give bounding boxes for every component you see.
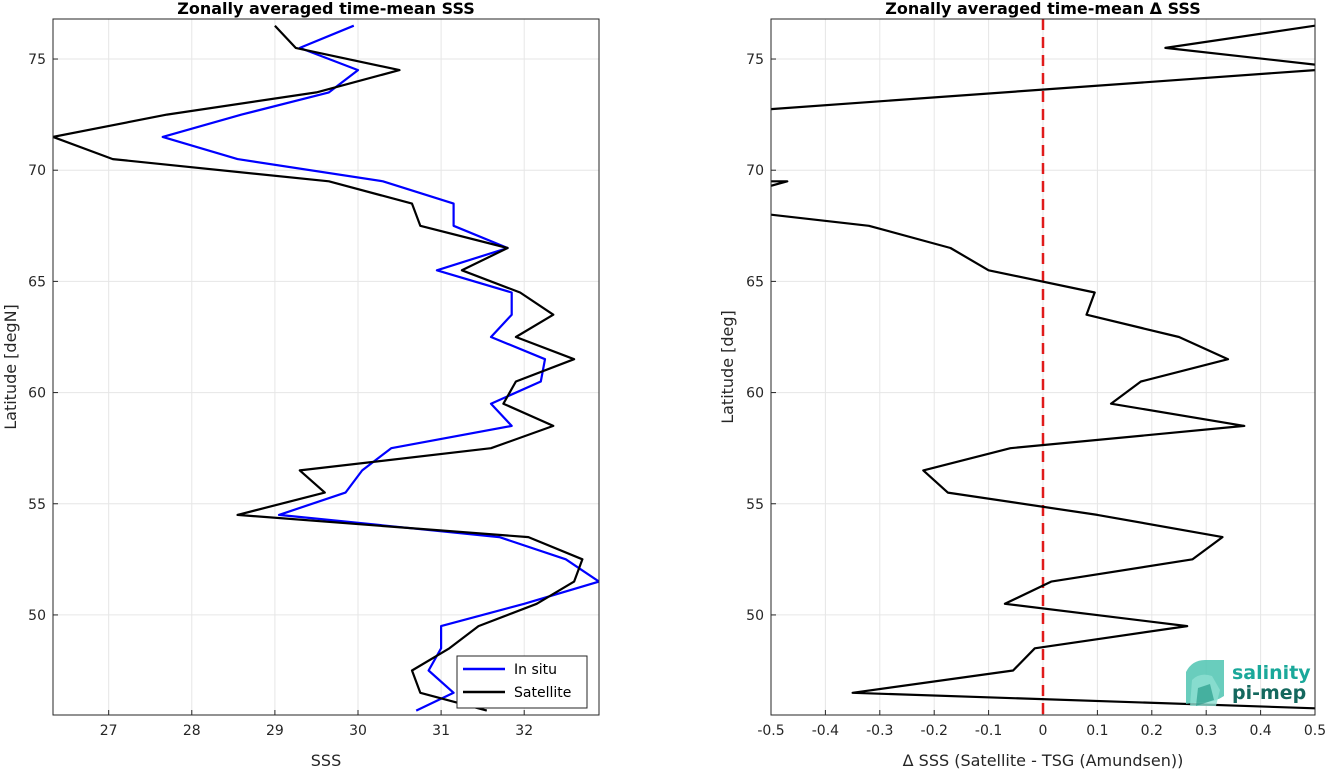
y-tick-label: 60 xyxy=(28,386,46,402)
chart-sss: Zonally averaged time-mean SSS SSS Latit… xyxy=(1,0,600,769)
x-tick-label: 32 xyxy=(515,723,533,739)
x-tick-label: 30 xyxy=(349,723,367,739)
salinity-pi-mep-logo: salinity pi-mep xyxy=(1186,660,1311,706)
y-tick-label: 60 xyxy=(746,386,764,402)
y-tick-label: 70 xyxy=(746,163,764,179)
delta-sss-line-0 xyxy=(771,213,1315,710)
grid xyxy=(53,19,599,715)
series-line-satellite xyxy=(53,24,584,712)
x-tick-label: 0.5 xyxy=(1304,723,1326,739)
y-tick-label: 65 xyxy=(746,274,764,290)
x-tick-label: 29 xyxy=(266,723,284,739)
y-tick-label: 75 xyxy=(746,52,764,68)
y-tick-label: 75 xyxy=(28,52,46,68)
x-tick-label: 0.4 xyxy=(1249,723,1271,739)
x-tick-label: 31 xyxy=(432,723,450,739)
x-tick-label: 0.3 xyxy=(1195,723,1217,739)
x-tick-label: -0.1 xyxy=(975,723,1002,739)
plot-area xyxy=(53,19,599,715)
axes-frame xyxy=(52,18,600,716)
x-tick-label: 0 xyxy=(1039,723,1048,739)
chart-delta-sss: Zonally averaged time-mean Δ SSS Δ SSS (… xyxy=(718,0,1326,769)
chart-title: Zonally averaged time-mean Δ SSS xyxy=(885,0,1201,18)
legend-box xyxy=(456,655,588,709)
y-axis-label: Latitude [degN] xyxy=(1,304,20,430)
logo-text-salinity: salinity xyxy=(1232,662,1311,684)
x-axis-label: SSS xyxy=(311,751,341,769)
y-tick-label: 55 xyxy=(28,497,46,513)
x-tick-label: -0.2 xyxy=(921,723,948,739)
y-tick-label: 50 xyxy=(28,608,46,624)
x-tick-label: -0.3 xyxy=(866,723,893,739)
x-axis-label: Δ SSS (Satellite - TSG (Amundsen)) xyxy=(903,751,1184,769)
axes-frame xyxy=(770,18,1316,716)
delta-sss-line-2 xyxy=(771,69,1315,111)
x-tick-label: 0.1 xyxy=(1086,723,1108,739)
y-tick-label: 50 xyxy=(746,608,764,624)
logo-text-pi-mep: pi-mep xyxy=(1232,682,1306,704)
delta-sss-line-1 xyxy=(771,180,789,187)
x-tick-label: -0.5 xyxy=(757,723,784,739)
chart-title: Zonally averaged time-mean SSS xyxy=(177,0,475,18)
y-tick-label: 55 xyxy=(746,497,764,513)
y-axis-label: Latitude [deg] xyxy=(718,310,737,424)
y-tick-label: 65 xyxy=(28,274,46,290)
legend-label-satellite: Satellite xyxy=(514,685,571,701)
x-tick-label: -0.4 xyxy=(812,723,839,739)
logo-mark-icon xyxy=(1186,660,1224,706)
delta-sss-line-3 xyxy=(1164,24,1315,66)
x-tick-label: 0.2 xyxy=(1141,723,1163,739)
legend-label-in-situ: In situ xyxy=(514,662,557,678)
x-tick-label: 28 xyxy=(183,723,201,739)
legend: In situ Satellite xyxy=(456,655,588,709)
x-tick-label: 27 xyxy=(100,723,118,739)
y-tick-label: 70 xyxy=(28,163,46,179)
